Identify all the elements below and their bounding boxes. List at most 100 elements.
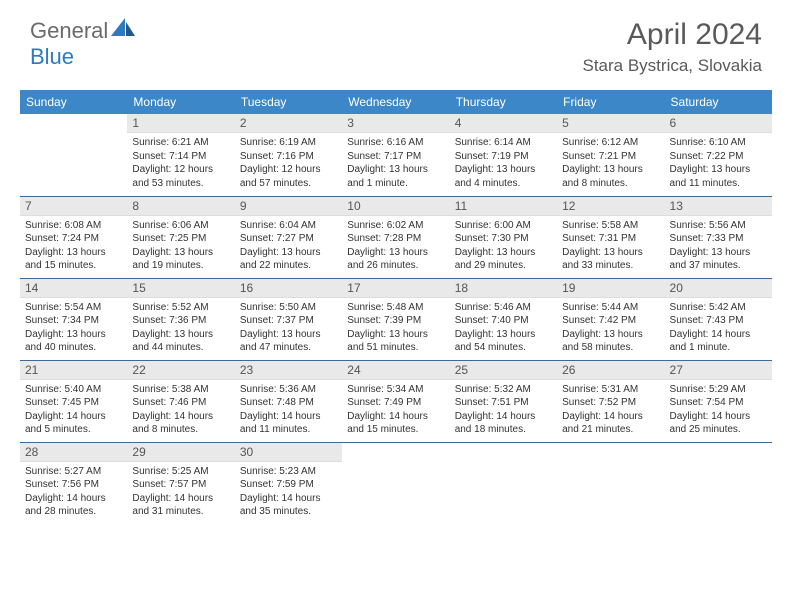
calendar-cell: 28Sunrise: 5:27 AMSunset: 7:56 PMDayligh… — [20, 442, 127, 524]
day-number: 19 — [557, 279, 664, 298]
sunset-text: Sunset: 7:51 PM — [455, 396, 552, 410]
calendar-cell: 9Sunrise: 6:04 AMSunset: 7:27 PMDaylight… — [235, 196, 342, 278]
calendar-table: SundayMondayTuesdayWednesdayThursdayFrid… — [20, 90, 772, 524]
sunset-text: Sunset: 7:30 PM — [455, 232, 552, 246]
sunset-text: Sunset: 7:43 PM — [670, 314, 767, 328]
daylight-text: Daylight: 14 hours and 1 minute. — [670, 328, 767, 355]
sunrise-text: Sunrise: 5:32 AM — [455, 383, 552, 397]
daylight-text: Daylight: 13 hours and 44 minutes. — [132, 328, 229, 355]
sunrise-text: Sunrise: 6:12 AM — [562, 136, 659, 150]
logo-sail-icon — [111, 16, 135, 34]
sunset-text: Sunset: 7:27 PM — [240, 232, 337, 246]
sunset-text: Sunset: 7:16 PM — [240, 150, 337, 164]
sunrise-text: Sunrise: 5:38 AM — [132, 383, 229, 397]
day-content: Sunrise: 5:50 AMSunset: 7:37 PMDaylight:… — [235, 298, 342, 360]
daylight-text: Daylight: 14 hours and 21 minutes. — [562, 410, 659, 437]
day-content: Sunrise: 5:52 AMSunset: 7:36 PMDaylight:… — [127, 298, 234, 360]
sunset-text: Sunset: 7:49 PM — [347, 396, 444, 410]
calendar-row: 1Sunrise: 6:21 AMSunset: 7:14 PMDaylight… — [20, 114, 772, 196]
daylight-text: Daylight: 13 hours and 40 minutes. — [25, 328, 122, 355]
sunset-text: Sunset: 7:42 PM — [562, 314, 659, 328]
sunrise-text: Sunrise: 5:23 AM — [240, 465, 337, 479]
sunrise-text: Sunrise: 6:08 AM — [25, 219, 122, 233]
sunset-text: Sunset: 7:19 PM — [455, 150, 552, 164]
daylight-text: Daylight: 13 hours and 19 minutes. — [132, 246, 229, 273]
day-content: Sunrise: 6:06 AMSunset: 7:25 PMDaylight:… — [127, 216, 234, 278]
sunset-text: Sunset: 7:52 PM — [562, 396, 659, 410]
day-content: Sunrise: 6:10 AMSunset: 7:22 PMDaylight:… — [665, 133, 772, 195]
day-content: Sunrise: 5:56 AMSunset: 7:33 PMDaylight:… — [665, 216, 772, 278]
day-content: Sunrise: 5:34 AMSunset: 7:49 PMDaylight:… — [342, 380, 449, 442]
day-content: Sunrise: 5:38 AMSunset: 7:46 PMDaylight:… — [127, 380, 234, 442]
calendar-cell: 18Sunrise: 5:46 AMSunset: 7:40 PMDayligh… — [450, 278, 557, 360]
sunrise-text: Sunrise: 5:56 AM — [670, 219, 767, 233]
daylight-text: Daylight: 13 hours and 15 minutes. — [25, 246, 122, 273]
day-number: 11 — [450, 197, 557, 216]
calendar-cell: 7Sunrise: 6:08 AMSunset: 7:24 PMDaylight… — [20, 196, 127, 278]
sunrise-text: Sunrise: 5:27 AM — [25, 465, 122, 479]
day-content: Sunrise: 5:29 AMSunset: 7:54 PMDaylight:… — [665, 380, 772, 442]
sunset-text: Sunset: 7:25 PM — [132, 232, 229, 246]
calendar-cell — [665, 442, 772, 524]
calendar-cell: 10Sunrise: 6:02 AMSunset: 7:28 PMDayligh… — [342, 196, 449, 278]
day-number: 9 — [235, 197, 342, 216]
daylight-text: Daylight: 14 hours and 8 minutes. — [132, 410, 229, 437]
day-number: 7 — [20, 197, 127, 216]
calendar-cell: 15Sunrise: 5:52 AMSunset: 7:36 PMDayligh… — [127, 278, 234, 360]
sunset-text: Sunset: 7:31 PM — [562, 232, 659, 246]
daylight-text: Daylight: 14 hours and 15 minutes. — [347, 410, 444, 437]
sunrise-text: Sunrise: 6:02 AM — [347, 219, 444, 233]
header: General April 2024 Stara Bystrica, Slova… — [0, 0, 792, 82]
day-content: Sunrise: 6:12 AMSunset: 7:21 PMDaylight:… — [557, 133, 664, 195]
sunrise-text: Sunrise: 6:21 AM — [132, 136, 229, 150]
day-number: 13 — [665, 197, 772, 216]
daylight-text: Daylight: 13 hours and 37 minutes. — [670, 246, 767, 273]
calendar-head: SundayMondayTuesdayWednesdayThursdayFrid… — [20, 90, 772, 114]
calendar-cell — [450, 442, 557, 524]
daylight-text: Daylight: 14 hours and 35 minutes. — [240, 492, 337, 519]
logo-text-blue: Blue — [30, 44, 74, 70]
sunset-text: Sunset: 7:57 PM — [132, 478, 229, 492]
day-number: 3 — [342, 114, 449, 133]
day-number: 27 — [665, 361, 772, 380]
day-content: Sunrise: 5:58 AMSunset: 7:31 PMDaylight:… — [557, 216, 664, 278]
daylight-text: Daylight: 13 hours and 4 minutes. — [455, 163, 552, 190]
calendar-cell: 12Sunrise: 5:58 AMSunset: 7:31 PMDayligh… — [557, 196, 664, 278]
day-content: Sunrise: 6:19 AMSunset: 7:16 PMDaylight:… — [235, 133, 342, 195]
sunset-text: Sunset: 7:56 PM — [25, 478, 122, 492]
day-content: Sunrise: 6:21 AMSunset: 7:14 PMDaylight:… — [127, 133, 234, 195]
weekday-header: Sunday — [20, 90, 127, 114]
day-content: Sunrise: 5:32 AMSunset: 7:51 PMDaylight:… — [450, 380, 557, 442]
calendar-cell — [342, 442, 449, 524]
day-number: 5 — [557, 114, 664, 133]
weekday-header: Saturday — [665, 90, 772, 114]
daylight-text: Daylight: 14 hours and 28 minutes. — [25, 492, 122, 519]
calendar-cell: 6Sunrise: 6:10 AMSunset: 7:22 PMDaylight… — [665, 114, 772, 196]
day-number: 1 — [127, 114, 234, 133]
calendar-row: 14Sunrise: 5:54 AMSunset: 7:34 PMDayligh… — [20, 278, 772, 360]
calendar-cell: 16Sunrise: 5:50 AMSunset: 7:37 PMDayligh… — [235, 278, 342, 360]
calendar-cell: 30Sunrise: 5:23 AMSunset: 7:59 PMDayligh… — [235, 442, 342, 524]
day-content: Sunrise: 6:02 AMSunset: 7:28 PMDaylight:… — [342, 216, 449, 278]
weekday-header: Wednesday — [342, 90, 449, 114]
sunset-text: Sunset: 7:17 PM — [347, 150, 444, 164]
weekday-header: Monday — [127, 90, 234, 114]
day-content: Sunrise: 5:54 AMSunset: 7:34 PMDaylight:… — [20, 298, 127, 360]
day-number: 25 — [450, 361, 557, 380]
sunrise-text: Sunrise: 5:44 AM — [562, 301, 659, 315]
calendar-cell: 20Sunrise: 5:42 AMSunset: 7:43 PMDayligh… — [665, 278, 772, 360]
daylight-text: Daylight: 13 hours and 33 minutes. — [562, 246, 659, 273]
day-content: Sunrise: 6:14 AMSunset: 7:19 PMDaylight:… — [450, 133, 557, 195]
day-content: Sunrise: 5:25 AMSunset: 7:57 PMDaylight:… — [127, 462, 234, 524]
sunset-text: Sunset: 7:21 PM — [562, 150, 659, 164]
daylight-text: Daylight: 14 hours and 11 minutes. — [240, 410, 337, 437]
sunrise-text: Sunrise: 5:52 AM — [132, 301, 229, 315]
day-number: 24 — [342, 361, 449, 380]
calendar-cell — [557, 442, 664, 524]
sunrise-text: Sunrise: 6:19 AM — [240, 136, 337, 150]
calendar-cell: 4Sunrise: 6:14 AMSunset: 7:19 PMDaylight… — [450, 114, 557, 196]
day-number: 6 — [665, 114, 772, 133]
sunrise-text: Sunrise: 6:16 AM — [347, 136, 444, 150]
sunrise-text: Sunrise: 6:10 AM — [670, 136, 767, 150]
day-content: Sunrise: 6:08 AMSunset: 7:24 PMDaylight:… — [20, 216, 127, 278]
